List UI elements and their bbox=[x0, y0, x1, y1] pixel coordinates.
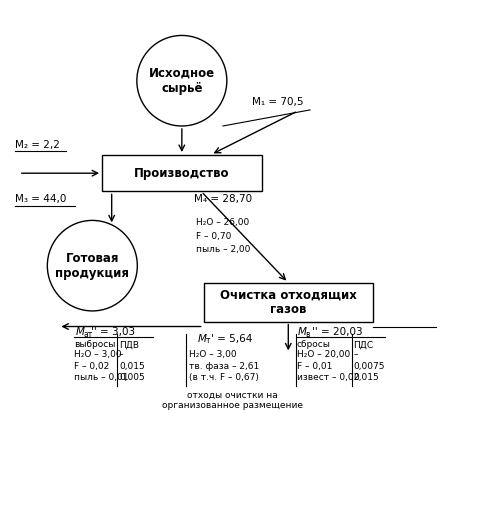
Text: М: М bbox=[198, 334, 207, 344]
Text: '' = 3,03: '' = 3,03 bbox=[91, 327, 135, 337]
Text: извест – 0,02: извест – 0,02 bbox=[297, 373, 359, 382]
Bar bbox=[102, 155, 262, 192]
Text: 0,0075: 0,0075 bbox=[354, 361, 385, 371]
Text: М: М bbox=[76, 327, 84, 337]
Bar bbox=[204, 283, 373, 321]
Text: пыль – 0,01: пыль – 0,01 bbox=[75, 373, 129, 382]
Text: 0,015: 0,015 bbox=[119, 361, 145, 371]
Text: сбросы: сбросы bbox=[297, 340, 331, 349]
Text: тв. фаза – 2,61: тв. фаза – 2,61 bbox=[189, 361, 260, 371]
Text: F – 0,01: F – 0,01 bbox=[297, 361, 332, 371]
Text: в: в bbox=[306, 330, 310, 339]
Text: Готовая
продукция: Готовая продукция bbox=[55, 251, 130, 280]
Text: Исходное
сырьё: Исходное сырьё bbox=[149, 67, 215, 95]
Circle shape bbox=[137, 35, 227, 126]
Text: выбросы: выбросы bbox=[75, 340, 116, 349]
Text: H₂O – 20,00: H₂O – 20,00 bbox=[297, 350, 350, 359]
Text: ПДС: ПДС bbox=[354, 340, 374, 349]
Text: M₁ = 70,5: M₁ = 70,5 bbox=[252, 97, 303, 107]
Text: т: т bbox=[206, 337, 210, 345]
Text: 0,015: 0,015 bbox=[354, 373, 380, 382]
Text: ' = 5,64: ' = 5,64 bbox=[211, 334, 253, 344]
Text: М: М bbox=[298, 327, 307, 337]
Text: –: – bbox=[119, 350, 123, 359]
Text: H₂O – 3,00: H₂O – 3,00 bbox=[189, 350, 237, 359]
Text: '' = 20,03: '' = 20,03 bbox=[311, 327, 362, 337]
Text: 0,005: 0,005 bbox=[119, 373, 145, 382]
Text: ат: ат bbox=[83, 330, 92, 339]
Text: H₂O – 26,00: H₂O – 26,00 bbox=[197, 218, 249, 227]
Circle shape bbox=[47, 221, 137, 311]
Text: отходы очистки на
организованное размещение: отходы очистки на организованное размеще… bbox=[162, 391, 303, 410]
Text: Очистка отходящих
газов: Очистка отходящих газов bbox=[220, 288, 357, 316]
Text: (в т.ч. F – 0,67): (в т.ч. F – 0,67) bbox=[189, 373, 259, 382]
Text: M₃ = 44,0: M₃ = 44,0 bbox=[15, 194, 67, 204]
Text: F – 0,02: F – 0,02 bbox=[75, 361, 110, 371]
Text: ПДВ: ПДВ bbox=[119, 340, 139, 349]
Text: F – 0,70: F – 0,70 bbox=[197, 232, 232, 241]
Text: M₄ = 28,70: M₄ = 28,70 bbox=[194, 194, 252, 204]
Text: H₂O – 3,00: H₂O – 3,00 bbox=[75, 350, 122, 359]
Text: M₂ = 2,2: M₂ = 2,2 bbox=[15, 140, 60, 150]
Text: пыль – 2,00: пыль – 2,00 bbox=[197, 245, 250, 254]
Text: Производство: Производство bbox=[134, 167, 230, 179]
Text: –: – bbox=[354, 350, 358, 359]
